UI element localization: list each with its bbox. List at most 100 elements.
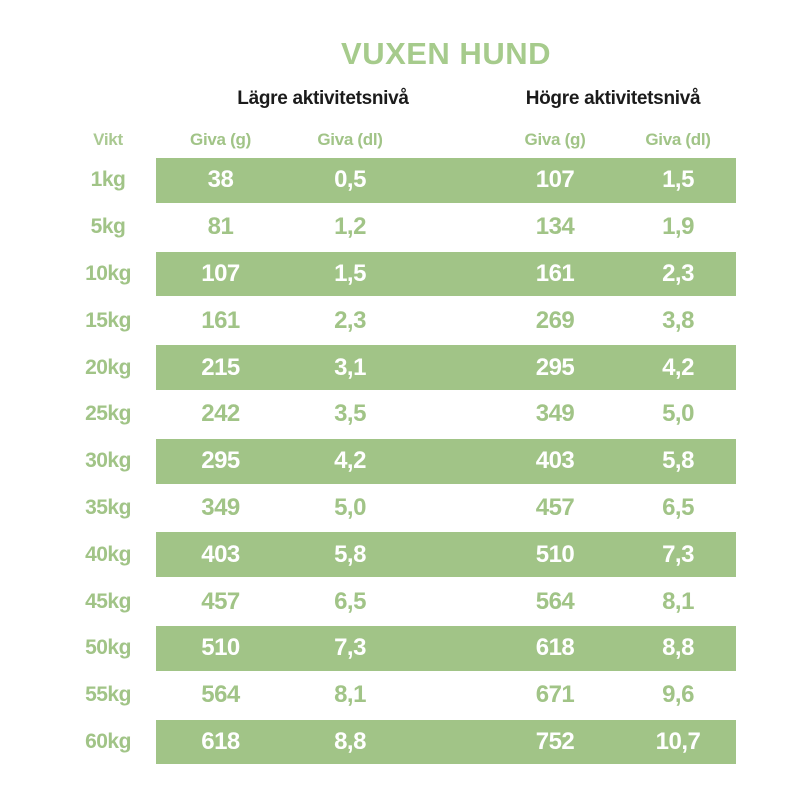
low-activity-grams-value: 564 xyxy=(201,681,240,709)
weight-label: 60kg xyxy=(85,729,131,753)
low-activity-grams-value: 161 xyxy=(201,306,240,334)
weight-label: 1kg xyxy=(90,168,126,192)
gap-cell xyxy=(415,438,490,485)
table-body: 1kg 38 0,5 107 1,5 5kg 81 1,2 134 1,9 10… xyxy=(0,157,736,765)
left-margin-cell xyxy=(0,719,60,766)
column-header-high-grams: Giva (g) xyxy=(524,130,586,149)
gap-cell xyxy=(415,157,490,204)
table-row: 10kg 107 1,5 161 2,3 xyxy=(0,251,736,298)
left-margin-cell xyxy=(0,438,60,485)
high-activity-deciliters-value: 9,6 xyxy=(662,681,694,709)
weight-label: 5kg xyxy=(90,215,126,239)
low-activity-grams-value: 510 xyxy=(201,634,240,662)
low-activity-grams-value: 295 xyxy=(201,447,240,475)
left-margin-cell xyxy=(0,625,60,672)
low-activity-grams-value: 349 xyxy=(201,493,240,521)
table-row: 50kg 510 7,3 618 8,8 xyxy=(0,625,736,672)
column-header-weight: Vikt xyxy=(93,130,123,149)
gap-cell xyxy=(415,625,490,672)
high-activity-deciliters-value: 2,3 xyxy=(662,259,694,287)
high-activity-deciliters-value: 5,8 xyxy=(662,447,694,475)
high-activity-deciliters-value: 1,5 xyxy=(662,166,694,194)
high-activity-grams-value: 134 xyxy=(535,213,575,241)
high-activity-grams-value: 349 xyxy=(535,400,575,428)
high-activity-grams-value: 161 xyxy=(535,259,575,287)
gap-cell xyxy=(415,297,490,344)
low-activity-deciliters-value: 8,8 xyxy=(334,727,366,755)
high-activity-deciliters-value: 8,8 xyxy=(662,634,694,662)
high-activity-grams-value: 564 xyxy=(535,587,575,615)
low-activity-grams-value: 242 xyxy=(201,400,240,428)
left-margin-cell xyxy=(0,391,60,438)
low-activity-deciliters-value: 0,5 xyxy=(334,166,366,194)
gap-cell xyxy=(415,391,490,438)
low-activity-deciliters-value: 1,5 xyxy=(334,259,366,287)
low-activity-grams-value: 81 xyxy=(207,213,234,241)
column-header-high-deciliters: Giva (dl) xyxy=(645,130,711,149)
high-activity-grams-value: 269 xyxy=(535,306,575,334)
high-activity-grams-value: 107 xyxy=(535,166,575,194)
group-header-low-activity: Lägre aktivitetsnivå xyxy=(237,88,409,109)
weight-label: 30kg xyxy=(85,449,131,473)
high-activity-deciliters-value: 10,7 xyxy=(655,727,701,755)
table-row: 5kg 81 1,2 134 1,9 xyxy=(0,204,736,251)
gap-cell xyxy=(415,531,490,578)
table-row: 55kg 564 8,1 671 9,6 xyxy=(0,672,736,719)
column-header-low-grams: Giva (g) xyxy=(190,130,251,149)
gap-cell xyxy=(415,251,490,298)
left-margin-cell xyxy=(0,251,60,298)
left-margin-cell xyxy=(0,485,60,532)
table-row: 60kg 618 8,8 752 10,7 xyxy=(0,719,736,766)
high-activity-grams-value: 457 xyxy=(535,493,575,521)
high-activity-deciliters-value: 5,0 xyxy=(662,400,694,428)
left-margin-cell xyxy=(0,531,60,578)
group-header-high-activity: Högre aktivitetsnivå xyxy=(525,88,701,109)
low-activity-deciliters-value: 1,2 xyxy=(334,213,366,241)
weight-label: 25kg xyxy=(85,402,131,426)
gap-cell xyxy=(415,578,490,625)
left-margin-cell xyxy=(0,297,60,344)
gap-cell xyxy=(415,719,490,766)
column-header-low-deciliters: Giva (dl) xyxy=(317,130,383,149)
gap-cell xyxy=(415,672,490,719)
left-margin-cell xyxy=(0,672,60,719)
low-activity-deciliters-value: 8,1 xyxy=(334,681,366,709)
spacer-cell xyxy=(0,129,60,151)
low-activity-deciliters-value: 5,0 xyxy=(334,493,366,521)
weight-label: 20kg xyxy=(85,355,131,379)
left-margin-cell xyxy=(0,578,60,625)
low-activity-deciliters-value: 2,3 xyxy=(334,306,366,334)
table-row: 35kg 349 5,0 457 6,5 xyxy=(0,485,736,532)
table-row: 1kg 38 0,5 107 1,5 xyxy=(0,157,736,204)
high-activity-deciliters-value: 4,2 xyxy=(662,353,694,381)
high-activity-deciliters-value: 6,5 xyxy=(662,493,694,521)
high-activity-grams-value: 510 xyxy=(535,540,575,568)
left-margin-cell xyxy=(0,344,60,391)
high-activity-deciliters-value: 1,9 xyxy=(662,213,694,241)
low-activity-grams-value: 215 xyxy=(201,353,240,381)
table-row: 45kg 457 6,5 564 8,1 xyxy=(0,578,736,625)
high-activity-deciliters-value: 7,3 xyxy=(662,540,694,568)
table-row: 25kg 242 3,5 349 5,0 xyxy=(0,391,736,438)
high-activity-deciliters-value: 8,1 xyxy=(662,587,694,615)
column-header-row: Vikt Giva (g) Giva (dl) Giva (g) Giva (d… xyxy=(0,129,736,151)
low-activity-grams-value: 457 xyxy=(201,587,240,615)
low-activity-deciliters-value: 5,8 xyxy=(334,540,366,568)
low-activity-deciliters-value: 3,1 xyxy=(334,353,366,381)
table-row: 30kg 295 4,2 403 5,8 xyxy=(0,438,736,485)
gap-cell xyxy=(415,485,490,532)
low-activity-deciliters-value: 6,5 xyxy=(334,587,366,615)
weight-label: 50kg xyxy=(85,636,131,660)
low-activity-grams-value: 107 xyxy=(201,259,240,287)
weight-label: 35kg xyxy=(85,495,131,519)
page-title: VUXEN HUND xyxy=(341,36,551,71)
left-margin-cell xyxy=(0,157,60,204)
low-activity-grams-value: 38 xyxy=(207,166,234,194)
high-activity-deciliters-value: 3,8 xyxy=(662,306,694,334)
weight-label: 55kg xyxy=(85,683,131,707)
table-row: 15kg 161 2,3 269 3,8 xyxy=(0,297,736,344)
low-activity-grams-value: 403 xyxy=(201,540,240,568)
high-activity-grams-value: 295 xyxy=(535,353,575,381)
high-activity-grams-value: 403 xyxy=(535,447,575,475)
